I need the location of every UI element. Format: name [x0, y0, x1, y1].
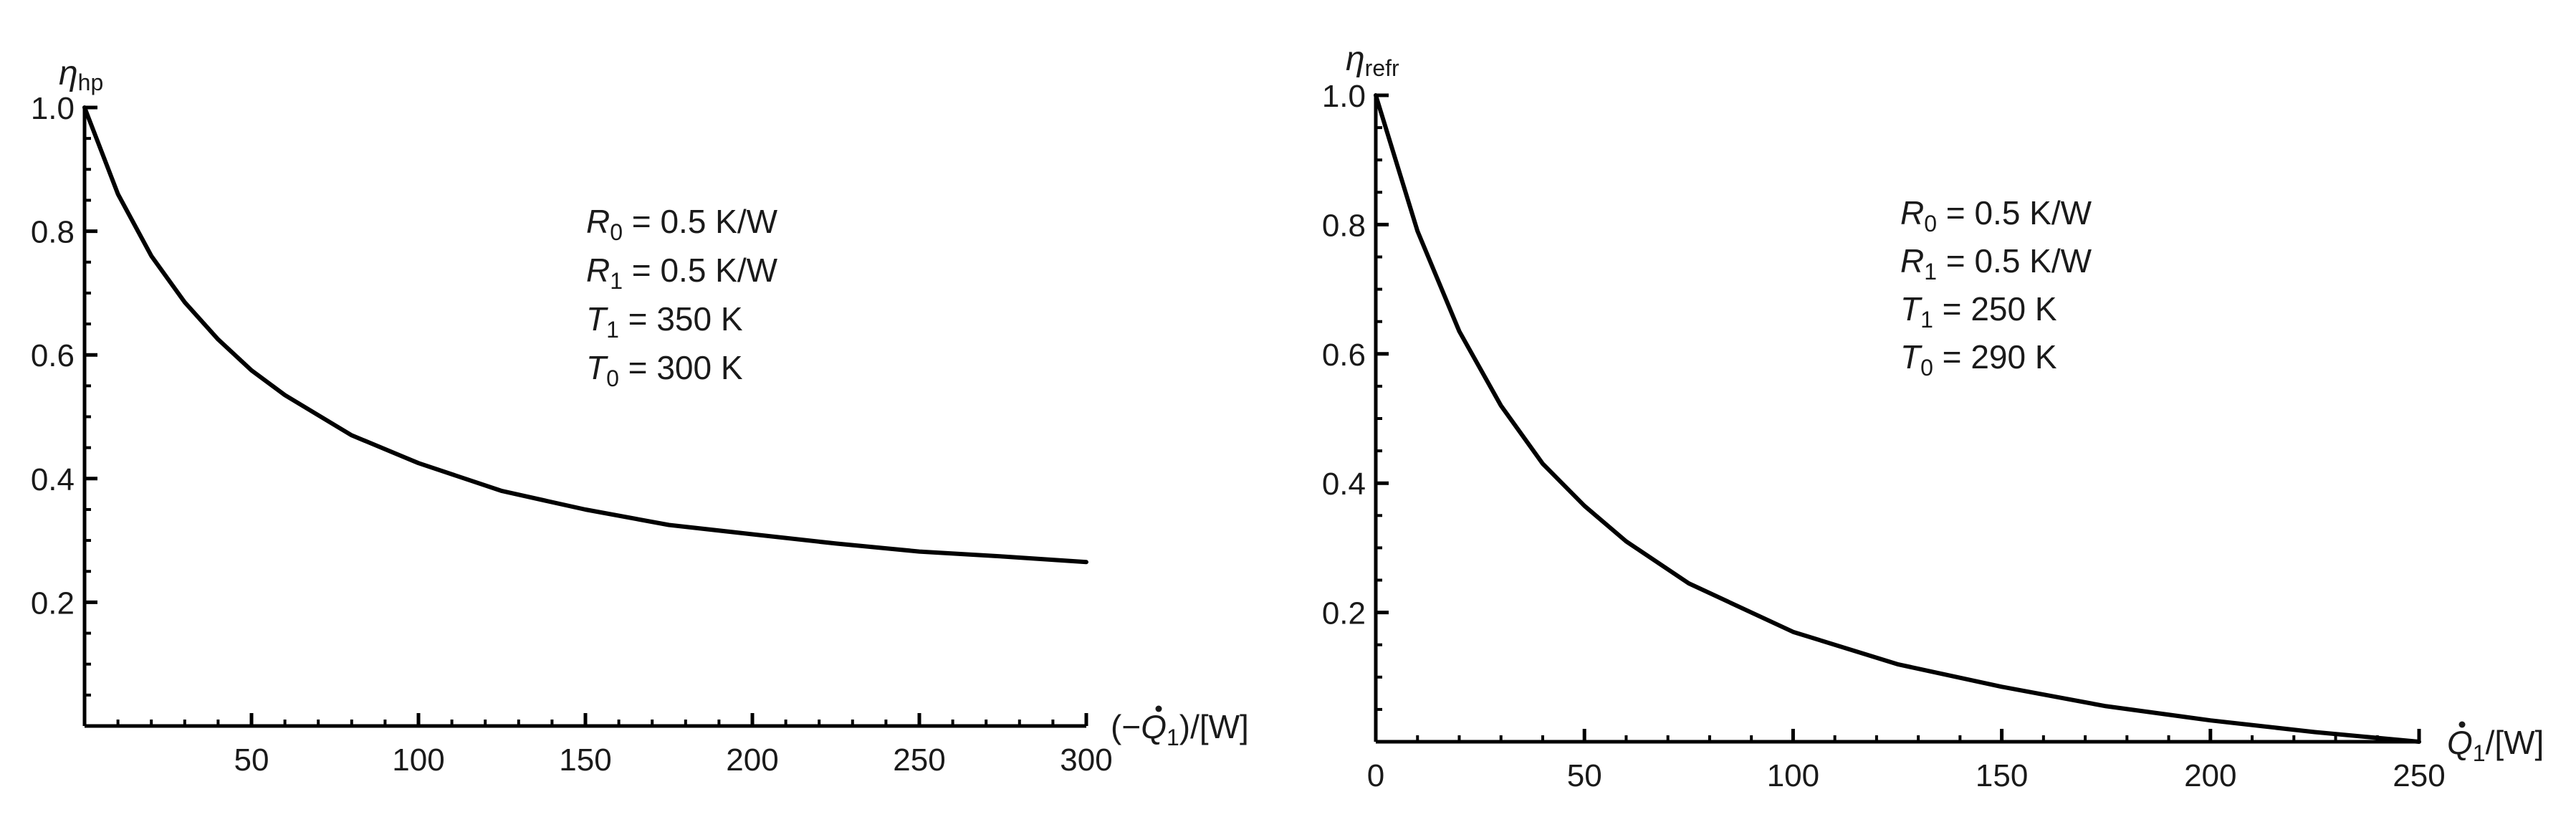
chart2-parameter-annotation: R0 = 0.5 K/W	[1900, 194, 2092, 236]
chart1-x-axis-label: (−Q1)/[W]	[1111, 708, 1249, 750]
chart2-y-axis-label: ηrefr	[1346, 40, 1399, 81]
chart1-x-tick-label: 150	[559, 742, 611, 778]
chart1-x-tick-label: 200	[726, 742, 778, 778]
chart1-x-tick-label: 250	[893, 742, 945, 778]
chart1-y-axis-label: ηhp	[59, 54, 103, 95]
chart2-y-tick-label: 1.0	[1322, 79, 1366, 114]
chart2-x-tick-label: 50	[1567, 758, 1602, 793]
chart2-y-tick-label: 0.6	[1322, 338, 1366, 373]
chart2-parameter-annotation: R1 = 0.5 K/W	[1900, 242, 2092, 285]
chart1-x-tick-label: 300	[1060, 742, 1112, 778]
chart2-parameter-annotation: T1 = 250 K	[1900, 290, 2057, 333]
chart1-parameter-annotation: T0 = 300 K	[586, 349, 743, 391]
chart2-y-tick-label: 0.8	[1322, 208, 1366, 243]
chart2-x-axis-label: Q1/[W]	[2447, 724, 2544, 766]
chart2-x-tick-label: 150	[1976, 758, 2028, 793]
chart1-y-tick-label: 1.0	[31, 91, 75, 126]
chart2-x-tick-label: 250	[2393, 758, 2445, 793]
chart2-y-tick-label: 0.4	[1322, 467, 1366, 502]
chart2-curve-eta_refr	[1374, 93, 2421, 744]
chart1-y-tick-label: 0.8	[31, 215, 75, 250]
chart1-y-tick-label: 0.2	[31, 586, 75, 621]
chart2-x-tick-label: 200	[2184, 758, 2236, 793]
chart1-y-tick-label: 0.6	[31, 338, 75, 373]
chart1-curve-eta_hp	[82, 105, 1088, 565]
chart1-parameter-annotation: R1 = 0.5 K/W	[586, 252, 778, 294]
chart1-parameter-annotation: T1 = 350 K	[586, 300, 743, 343]
chart1-parameter-annotation: R0 = 0.5 K/W	[586, 203, 778, 245]
chart2-q-dot-accent	[2458, 721, 2466, 728]
chart1-x-tick-label: 100	[392, 742, 444, 778]
chart2-parameter-annotation: T0 = 290 K	[1900, 338, 2057, 381]
chart1-q-dot-accent	[1155, 705, 1162, 712]
chart1-y-tick-label: 0.4	[31, 462, 75, 497]
chart2-x-tick-label: 0	[1367, 758, 1384, 793]
chart2-x-tick-label: 100	[1767, 758, 1819, 793]
chart1-x-tick-label: 50	[234, 742, 269, 778]
chart2-y-tick-label: 0.2	[1322, 596, 1366, 631]
